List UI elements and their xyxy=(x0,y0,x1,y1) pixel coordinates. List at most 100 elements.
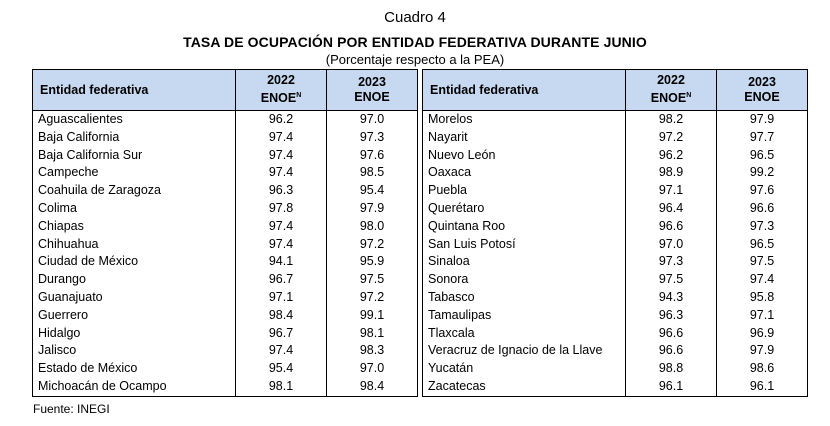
employment-table-left: Entidad federativa 2022 ENOEN 2023 ENOE Ag… xyxy=(32,69,418,397)
table-row: Sonora 97.5 97.4 xyxy=(422,271,808,289)
entity-name-cell: Jalisco xyxy=(32,342,236,361)
value-2022-cell: 96.2 xyxy=(235,110,327,129)
entity-name-cell: Baja California xyxy=(32,128,236,147)
value-2023-cell: 97.4 xyxy=(716,271,808,289)
value-2023-cell: 98.1 xyxy=(326,324,418,343)
table-row: Guanajuato 97.1 97.2 xyxy=(32,288,418,307)
value-2023-cell: 97.9 xyxy=(326,199,418,218)
page-subtitle: (Porcentaje respecto a la PEA) xyxy=(325,52,505,67)
column-header-2023-label: ENOE xyxy=(744,90,780,104)
header-row: Entidad federativa 2022 ENOEN 2023 ENOE xyxy=(32,69,418,111)
value-2023-cell: 97.1 xyxy=(716,306,808,325)
value-2023-cell: 97.5 xyxy=(716,253,808,272)
value-2023-cell: 96.9 xyxy=(716,324,808,343)
value-2022-cell: 97.0 xyxy=(625,235,717,254)
table-row: Yucatán 98.8 98.6 xyxy=(422,360,808,378)
entity-name-cell: Tamaulipas xyxy=(422,306,626,325)
entity-name-cell: Guerrero xyxy=(32,306,236,325)
column-header-2022-year: 2022 xyxy=(267,73,295,88)
value-2023-cell: 97.3 xyxy=(326,128,418,147)
value-2022-cell: 97.1 xyxy=(235,288,327,307)
column-header-2022: 2022 ENOEN xyxy=(625,69,717,111)
value-2022-cell: 97.4 xyxy=(235,342,327,361)
entity-name-cell: Guanajuato xyxy=(32,288,236,307)
column-header-2022-note: N xyxy=(686,92,692,100)
value-2022-cell: 96.1 xyxy=(625,377,717,397)
value-2023-cell: 97.2 xyxy=(326,288,418,307)
column-header-2022: 2022 ENOEN xyxy=(235,69,327,111)
column-header-entidad: Entidad federativa xyxy=(32,69,236,111)
value-2022-cell: 96.2 xyxy=(625,146,717,165)
column-header-2023-year: 2023 xyxy=(358,75,386,89)
value-2023-cell: 96.5 xyxy=(716,235,808,254)
value-2023-cell: 97.9 xyxy=(716,342,808,361)
value-2022-cell: 97.4 xyxy=(235,217,327,236)
entity-name-cell: Estado de México xyxy=(32,360,236,378)
entity-name-cell: Nayarit xyxy=(422,128,626,147)
table-row: Durango 96.7 97.5 xyxy=(32,271,418,289)
table-row: Tlaxcala 96.6 96.9 xyxy=(422,324,808,343)
entity-name-cell: Coahuila de Zaragoza xyxy=(32,182,236,200)
entity-name-cell: Ciudad de México xyxy=(32,253,236,272)
table-row: Baja California Sur 97.4 97.6 xyxy=(32,146,418,165)
value-2023-cell: 97.0 xyxy=(326,110,418,129)
value-2023-cell: 97.6 xyxy=(716,182,808,200)
entity-name-cell: Chihuahua xyxy=(32,235,236,254)
table-row: Tamaulipas 96.3 97.1 xyxy=(422,306,808,325)
value-2023-cell: 97.7 xyxy=(716,128,808,147)
entity-name-cell: Morelos xyxy=(422,110,626,129)
entity-name-cell: Hidalgo xyxy=(32,324,236,343)
value-2022-cell: 94.1 xyxy=(235,253,327,272)
source-note: Fuente: INEGI xyxy=(33,402,110,416)
value-2022-cell: 97.2 xyxy=(625,128,717,147)
table-row: Colima 97.8 97.9 xyxy=(32,199,418,218)
table-row: Jalisco 97.4 98.3 xyxy=(32,342,418,361)
value-2023-cell: 96.6 xyxy=(716,199,808,218)
value-2023-cell: 97.3 xyxy=(716,217,808,236)
value-2023-cell: 97.9 xyxy=(716,110,808,129)
page-title: TASA DE OCUPACIÓN POR ENTIDAD FEDERATIVA… xyxy=(183,34,647,50)
entity-name-cell: Oaxaca xyxy=(422,164,626,183)
table-row: Michoacán de Ocampo 98.1 98.4 xyxy=(32,377,418,397)
value-2023-cell: 98.6 xyxy=(716,360,808,378)
table-row: Guerrero 98.4 99.1 xyxy=(32,306,418,325)
value-2023-cell: 95.4 xyxy=(326,182,418,200)
value-2022-cell: 96.7 xyxy=(235,324,327,343)
value-2022-cell: 98.9 xyxy=(625,164,717,183)
value-2023-cell: 99.1 xyxy=(326,306,418,325)
entity-name-cell: Chiapas xyxy=(32,217,236,236)
entity-name-cell: Sonora xyxy=(422,271,626,289)
value-2023-cell: 98.4 xyxy=(326,377,418,397)
value-2022-cell: 96.6 xyxy=(625,342,717,361)
entity-name-cell: Durango xyxy=(32,271,236,289)
table-row: Coahuila de Zaragoza 96.3 95.4 xyxy=(32,182,418,200)
table-row: Tabasco 94.3 95.8 xyxy=(422,288,808,307)
value-2023-cell: 97.0 xyxy=(326,360,418,378)
value-2022-cell: 94.3 xyxy=(625,288,717,307)
value-2023-cell: 95.8 xyxy=(716,288,808,307)
value-2022-cell: 96.4 xyxy=(625,199,717,218)
table-row: Veracruz de Ignacio de la Llave 96.6 97.9 xyxy=(422,342,808,361)
column-header-2022-year: 2022 xyxy=(657,73,685,88)
value-2023-cell: 98.0 xyxy=(326,217,418,236)
entity-name-cell: Zacatecas xyxy=(422,377,626,397)
value-2022-cell: 98.2 xyxy=(625,110,717,129)
value-2022-cell: 98.1 xyxy=(235,377,327,397)
column-header-2023: 2023 ENOE xyxy=(326,69,418,111)
value-2022-cell: 97.4 xyxy=(235,146,327,165)
value-2022-cell: 96.6 xyxy=(625,324,717,343)
value-2023-cell: 97.5 xyxy=(326,271,418,289)
table-row: Hidalgo 96.7 98.1 xyxy=(32,324,418,343)
entity-name-cell: Colima xyxy=(32,199,236,218)
table-row: Ciudad de México 94.1 95.9 xyxy=(32,253,418,272)
value-2023-cell: 97.2 xyxy=(326,235,418,254)
value-2022-cell: 96.6 xyxy=(625,217,717,236)
employment-table-right: Entidad federativa 2022 ENOEN 2023 ENOE Mo… xyxy=(422,69,808,397)
table-row: Morelos 98.2 97.9 xyxy=(422,110,808,129)
column-header-2023-year: 2023 xyxy=(748,75,776,89)
table-row: Zacatecas 96.1 96.1 xyxy=(422,377,808,397)
value-2023-cell: 96.1 xyxy=(716,377,808,397)
entity-name-cell: Tlaxcala xyxy=(422,324,626,343)
table-row: Estado de México 95.4 97.0 xyxy=(32,360,418,378)
entity-name-cell: Veracruz de Ignacio de la Llave xyxy=(422,342,626,361)
